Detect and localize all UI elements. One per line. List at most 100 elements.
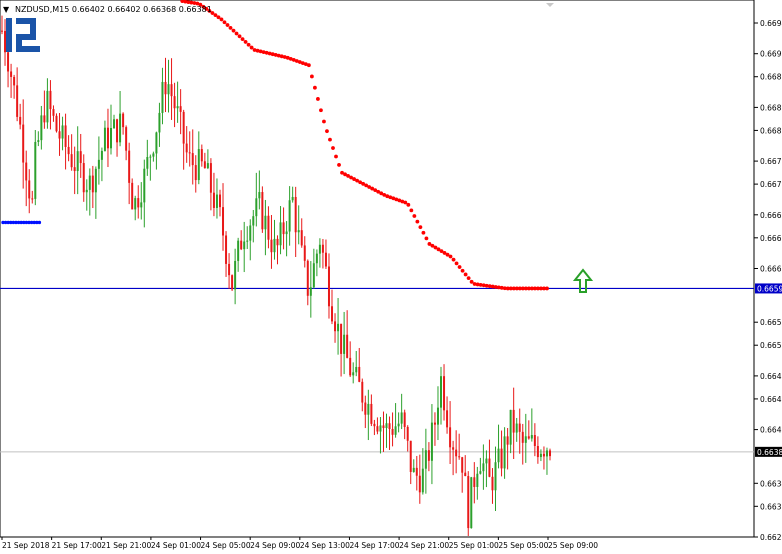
- x-tick-label: 24 Sep 21:00: [399, 541, 449, 550]
- sar-dot: [201, 4, 206, 9]
- sar-dot: [258, 49, 263, 54]
- candle-body: [206, 163, 209, 169]
- candle-body: [530, 435, 533, 439]
- candle-body: [440, 376, 443, 408]
- candle-body: [94, 168, 97, 193]
- broker-r-logo-icon: [6, 18, 40, 52]
- candle-body: [455, 449, 458, 457]
- candle-body: [85, 189, 88, 193]
- sar-dot: [285, 55, 290, 60]
- candle-body: [249, 225, 252, 241]
- candle-body: [491, 476, 494, 491]
- sar-dot: [421, 230, 426, 235]
- candle-body: [176, 106, 179, 109]
- blue-level-dot: [6, 220, 10, 225]
- sar-dot: [297, 60, 302, 64]
- sar-dot: [527, 286, 531, 291]
- candle-body: [61, 125, 64, 139]
- sar-dot: [385, 194, 390, 199]
- candle-body: [46, 90, 49, 123]
- candle-body: [376, 426, 379, 432]
- sar-dot: [361, 181, 366, 186]
- sar-dot: [337, 163, 341, 167]
- candle-body: [334, 321, 337, 332]
- candle-body: [358, 366, 361, 382]
- sar-dot: [508, 286, 513, 291]
- sar-dot: [319, 108, 323, 113]
- sar-dot: [436, 247, 441, 252]
- sar-dot: [276, 53, 281, 58]
- candle-body: [37, 140, 40, 142]
- sar-dot: [364, 183, 369, 188]
- candle-body: [388, 423, 391, 429]
- plot-area[interactable]: [0, 0, 755, 538]
- sar-dot: [511, 286, 516, 291]
- sar-dot: [520, 286, 525, 291]
- chart-menu-arrow[interactable]: ▼: [3, 5, 10, 14]
- sar-dot: [243, 40, 248, 44]
- candle-body: [406, 426, 409, 441]
- candle-body: [203, 161, 206, 169]
- candle-body: [167, 84, 170, 95]
- candle-body: [200, 149, 203, 162]
- candle-body: [43, 115, 46, 123]
- candle-body: [539, 453, 542, 458]
- candle-body: [449, 427, 452, 448]
- candle-body: [476, 473, 479, 487]
- candle-body: [7, 52, 10, 72]
- candle-body: [158, 112, 161, 133]
- sar-dot: [246, 42, 251, 47]
- candle-body: [1, 30, 3, 32]
- sar-dot: [325, 129, 329, 134]
- candle-body: [549, 450, 551, 457]
- candle-body: [346, 334, 349, 358]
- level-price-tag: [755, 283, 782, 294]
- candle-body: [385, 423, 388, 429]
- y-tick-label: 0.6666: [760, 234, 782, 243]
- candle-body: [479, 471, 482, 474]
- candle-body: [188, 152, 191, 154]
- y-tick-label: 0.6631: [760, 502, 782, 511]
- candle-body: [222, 207, 225, 236]
- sar-dot: [376, 189, 381, 194]
- candle-body: [412, 467, 415, 472]
- sar-dot: [487, 284, 492, 289]
- candle-body: [161, 81, 164, 113]
- price-lines: [0, 287, 754, 453]
- sar-dot: [303, 62, 308, 67]
- x-tick-label: 24 Sep 13:00: [300, 541, 350, 550]
- candle-body: [361, 381, 364, 403]
- up-arrow-icon[interactable]: [572, 268, 594, 293]
- candle-body: [137, 198, 140, 208]
- candle-body: [485, 458, 488, 464]
- candle-body: [10, 71, 13, 77]
- candle-body: [73, 167, 76, 172]
- candle-body: [140, 202, 143, 208]
- sar-dot: [334, 154, 338, 159]
- sar-dot: [331, 146, 335, 150]
- x-tick-label: 25 Sep 01:00: [449, 541, 499, 550]
- candle-body: [209, 163, 212, 193]
- candle-body: [312, 263, 315, 288]
- sar-dot: [282, 55, 287, 59]
- sar-dot: [433, 245, 438, 250]
- sar-dot: [409, 208, 414, 213]
- sar-dot: [539, 286, 543, 291]
- candle-body: [461, 457, 464, 473]
- sar-dot: [352, 177, 356, 181]
- x-tick-label: 21 Sep 2018: [2, 541, 50, 550]
- sar-dot: [400, 199, 405, 204]
- sar-dot: [294, 59, 299, 63]
- candle-body: [294, 196, 297, 233]
- sar-dot: [466, 276, 471, 281]
- candle-body: [300, 230, 303, 246]
- sar-dot: [267, 51, 272, 56]
- sar-dot: [475, 282, 480, 287]
- candle-body: [197, 149, 200, 181]
- sar-dot: [343, 172, 347, 177]
- candle-body: [524, 436, 527, 443]
- candles: [1, 15, 551, 536]
- candle-body: [470, 477, 473, 529]
